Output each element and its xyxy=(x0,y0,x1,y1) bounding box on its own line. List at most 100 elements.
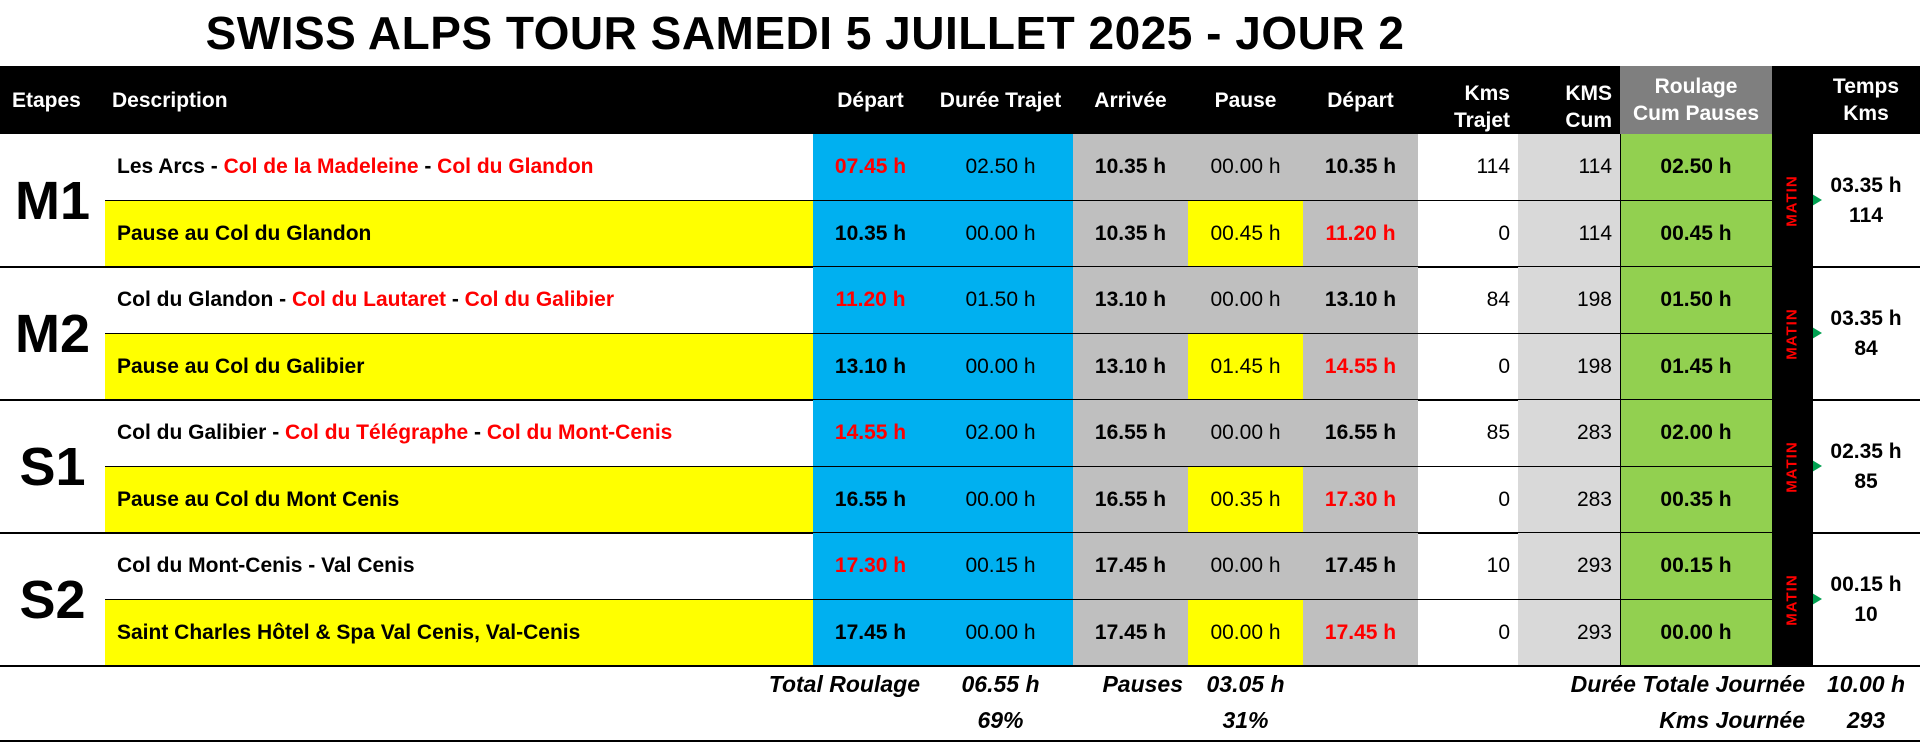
depart-cell: 11.20 h xyxy=(813,267,928,333)
total-roulage-label: Total Roulage xyxy=(768,671,920,697)
stage-temps: 03.35 h xyxy=(1830,306,1902,330)
stage-kms: 10 xyxy=(1854,602,1878,626)
header-depart-2: Départ xyxy=(1303,66,1418,134)
description-cell: Pause au Col du Glandon xyxy=(105,201,813,267)
pause-cell: 00.35 h xyxy=(1188,467,1303,533)
stage-border xyxy=(0,665,1920,667)
matin-text: MATIN xyxy=(1783,307,1801,360)
pause-cell: 01.45 h xyxy=(1188,334,1303,400)
kms-cum-cell: 283 xyxy=(1518,467,1620,533)
description-segment: - xyxy=(204,155,224,178)
header-temps-line1: Temps xyxy=(1832,75,1900,98)
header-kms-cum: KMS Cum xyxy=(1518,66,1620,134)
matin-text: MATIN xyxy=(1783,174,1801,227)
description-segment: Col du Glandon xyxy=(117,288,274,311)
arrivee-cell: 17.45 h xyxy=(1073,533,1188,599)
description-segment: Col du Télégraphe xyxy=(285,421,469,444)
kms-cum-cell: 198 xyxy=(1518,267,1620,333)
kms-journee-label: Kms Journée xyxy=(1659,707,1805,733)
stage-code: M1 xyxy=(14,170,90,231)
depart-cell: 14.55 h xyxy=(813,400,928,466)
depart2-cell: 17.30 h xyxy=(1303,467,1418,533)
kms-trajet-cell: 114 xyxy=(1476,155,1510,178)
roulage-cell: 00.15 h xyxy=(1620,533,1772,599)
depart2-cell: 16.55 h xyxy=(1303,400,1418,466)
description-segment: Les Arcs xyxy=(117,155,205,178)
kms-trajet-cell: 85 xyxy=(1486,421,1510,444)
matin-text: MATIN xyxy=(1783,440,1801,493)
header-roulage-line2: Cum Pauses xyxy=(1632,102,1760,125)
stage-code: S2 xyxy=(19,569,86,630)
header-depart: Départ xyxy=(813,66,928,134)
arrivee-cell: 16.55 h xyxy=(1073,467,1188,533)
depart2-cell: 17.45 h xyxy=(1303,600,1418,666)
header-arrivee: Arrivée xyxy=(1073,66,1188,134)
description-segment: Col du Glandon xyxy=(437,155,594,178)
total-roulage-percent: 69% xyxy=(977,707,1024,733)
pause-cell: 00.00 h xyxy=(1188,533,1303,599)
arrivee-cell: 13.10 h xyxy=(1073,334,1188,400)
description-segment: - xyxy=(273,288,292,311)
description-cell: Pause au Col du Galibier xyxy=(105,334,813,400)
pause-cell: 00.00 h xyxy=(1188,600,1303,666)
kms-cum-cell: 198 xyxy=(1518,334,1620,400)
kms-journee-value: 293 xyxy=(1846,707,1886,733)
header-kms-cum-line2: Cum xyxy=(1565,109,1612,132)
depart-cell: 16.55 h xyxy=(813,467,928,533)
kms-cum-cell: 283 xyxy=(1518,400,1620,466)
pauses-value: 03.05 h xyxy=(1206,671,1285,697)
pauses-label: Pauses xyxy=(1102,671,1183,697)
stage-temps: 00.15 h xyxy=(1830,572,1902,596)
stage-code: S1 xyxy=(19,436,86,497)
header-description: Description xyxy=(100,66,813,134)
kms-trajet-cell: 84 xyxy=(1486,288,1510,311)
kms-trajet-cell: 0 xyxy=(1498,222,1510,245)
kms-trajet-cell: 10 xyxy=(1486,554,1510,577)
comment-indicator-icon xyxy=(1812,593,1822,605)
roulage-cell: 02.00 h xyxy=(1620,400,1772,466)
stage-temps-kms: 02.35 h 85 xyxy=(1812,400,1920,533)
pause-cell: 00.00 h xyxy=(1188,400,1303,466)
stage-code: M2 xyxy=(14,303,90,364)
kms-trajet-cell: 0 xyxy=(1498,621,1510,644)
row-separator xyxy=(105,466,1772,467)
duree-cell: 00.00 h xyxy=(928,334,1073,400)
depart-cell: 13.10 h xyxy=(813,334,928,400)
matin-label: MATIN xyxy=(1772,267,1812,400)
stage-temps-kms: 00.15 h 10 xyxy=(1812,533,1920,666)
description-segment: Col du Lautaret xyxy=(291,288,446,311)
row-separator xyxy=(105,333,1772,334)
duree-cell: 00.00 h xyxy=(928,467,1073,533)
stage-temps-kms: 03.35 h 84 xyxy=(1812,267,1920,400)
total-roulage-value: 06.55 h xyxy=(961,671,1040,697)
row-separator xyxy=(105,599,1772,600)
description-segment: - xyxy=(266,421,286,444)
kms-cum-cell: 114 xyxy=(1518,134,1620,200)
comment-indicator-icon xyxy=(1812,327,1822,339)
row-separator xyxy=(105,200,1772,201)
roulage-cell: 00.00 h xyxy=(1620,600,1772,666)
roulage-cell: 02.50 h xyxy=(1620,134,1772,200)
stage-kms: 114 xyxy=(1849,203,1883,227)
stage-kms: 85 xyxy=(1854,469,1878,493)
depart2-cell: 11.20 h xyxy=(1303,201,1418,267)
arrivee-cell: 13.10 h xyxy=(1073,267,1188,333)
header-kms-trajet-line2: Trajet xyxy=(1453,109,1510,132)
description-segment: - xyxy=(446,288,465,311)
header-kms-trajet: Kms Trajet xyxy=(1418,66,1518,134)
pause-cell: 00.45 h xyxy=(1188,201,1303,267)
comment-indicator-icon xyxy=(1812,460,1822,472)
pause-cell: 00.00 h xyxy=(1188,267,1303,333)
kms-cum-cell: 293 xyxy=(1518,600,1620,666)
duree-cell: 01.50 h xyxy=(928,267,1073,333)
header-temps-line2: Kms xyxy=(1843,102,1889,125)
duree-totale-value: 10.00 h xyxy=(1827,671,1905,697)
header-duree-trajet: Durée Trajet xyxy=(928,66,1073,134)
duree-totale-label: Durée Totale Journée xyxy=(1570,671,1805,697)
bottom-border xyxy=(0,740,1920,742)
description-segment: Pause au Col du Mont Cenis xyxy=(117,488,400,511)
description-segment: - xyxy=(468,421,487,444)
arrivee-cell: 10.35 h xyxy=(1073,134,1188,200)
arrivee-cell: 16.55 h xyxy=(1073,400,1188,466)
column-divider xyxy=(1620,134,1621,666)
